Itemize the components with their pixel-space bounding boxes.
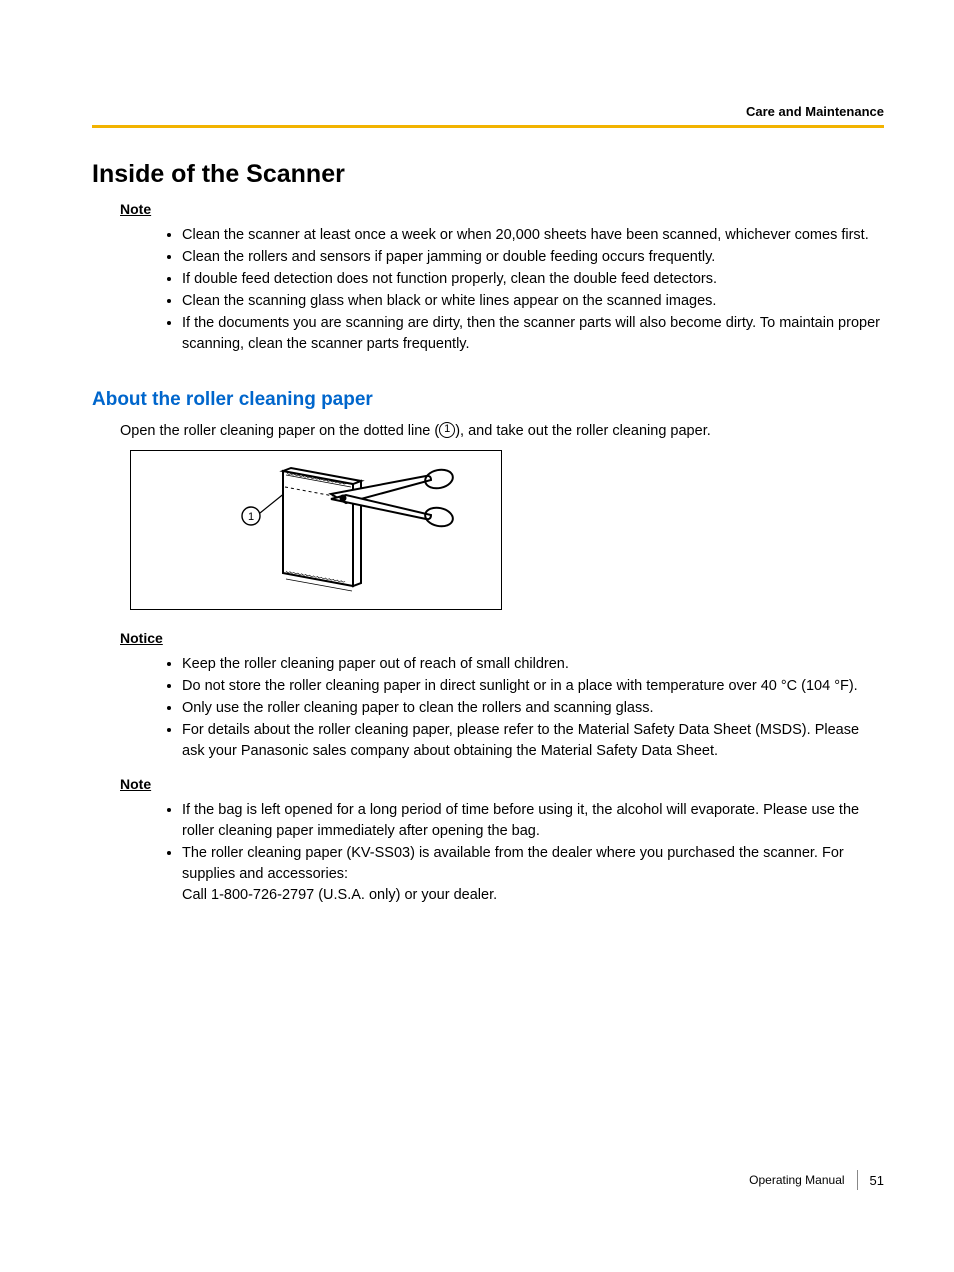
footer-divider xyxy=(857,1170,858,1190)
bullet-item: Keep the roller cleaning paper out of re… xyxy=(182,654,880,675)
main-title: Inside of the Scanner xyxy=(92,160,884,189)
bullet-item: If the bag is left opened for a long per… xyxy=(182,800,880,842)
note-bullets-2: If the bag is left opened for a long per… xyxy=(182,800,884,906)
bullet-item: Clean the rollers and sensors if paper j… xyxy=(182,247,880,268)
footer-manual: Operating Manual xyxy=(749,1173,844,1187)
intro-prefix: Open the roller cleaning paper on the do… xyxy=(120,423,439,439)
page-content: Inside of the Scanner Note Clean the sca… xyxy=(92,160,884,907)
bullet-item: For details about the roller cleaning pa… xyxy=(182,720,880,762)
bullet-item: Clean the scanner at least once a week o… xyxy=(182,225,880,246)
cleaning-paper-figure: 1 xyxy=(130,450,502,610)
figure-svg: 1 xyxy=(131,451,503,611)
svg-text:1: 1 xyxy=(248,511,254,523)
intro-text: Open the roller cleaning paper on the do… xyxy=(120,421,884,442)
bullet-item: The roller cleaning paper (KV-SS03) is a… xyxy=(182,843,880,906)
bullet-item: If the documents you are scanning are di… xyxy=(182,313,880,355)
chapter-label: Care and Maintenance xyxy=(92,104,884,119)
marker-icon: 1 xyxy=(439,422,455,438)
bullet-item: Clean the scanning glass when black or w… xyxy=(182,291,880,312)
note-label-1: Note xyxy=(120,201,884,217)
bullet-item: Only use the roller cleaning paper to cl… xyxy=(182,698,880,719)
notice-bullets: Keep the roller cleaning paper out of re… xyxy=(182,654,884,762)
page-header: Care and Maintenance xyxy=(92,104,884,128)
note-bullets-1: Clean the scanner at least once a week o… xyxy=(182,225,884,355)
footer-page-number: 51 xyxy=(870,1173,884,1188)
subsection-title: About the roller cleaning paper xyxy=(92,389,884,411)
bullet-item: Do not store the roller cleaning paper i… xyxy=(182,676,880,697)
intro-suffix: ), and take out the roller cleaning pape… xyxy=(455,423,711,439)
bullet-item: If double feed detection does not functi… xyxy=(182,269,880,290)
notice-label: Notice xyxy=(120,630,884,646)
header-rule xyxy=(92,125,884,128)
note-label-2: Note xyxy=(120,776,884,792)
page-footer: Operating Manual 51 xyxy=(749,1170,884,1190)
